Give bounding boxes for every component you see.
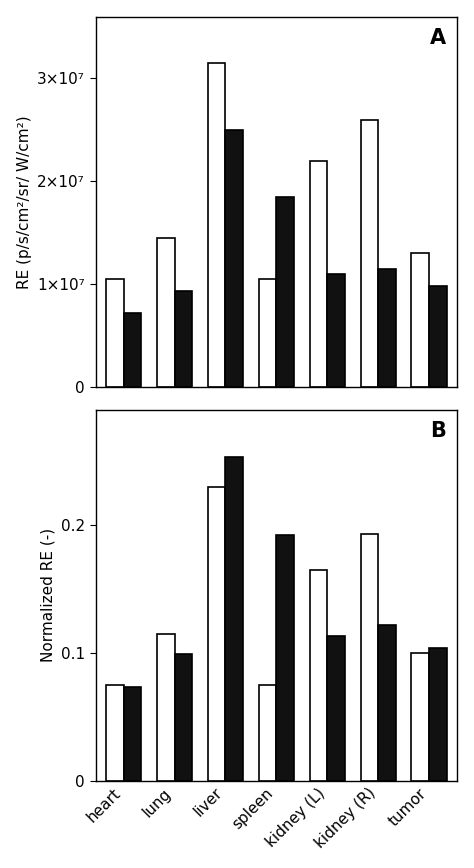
Bar (259, 279, 276, 387)
Bar (106, 279, 124, 387)
Bar (378, 269, 396, 387)
Bar (226, 457, 243, 780)
Y-axis label: Normalized RE (-): Normalized RE (-) (40, 529, 55, 662)
Y-axis label: RE (p/s/cm²/sr/ W/cm²): RE (p/s/cm²/sr/ W/cm²) (17, 115, 32, 289)
Bar (276, 536, 294, 780)
Bar (157, 634, 174, 780)
Bar (276, 197, 294, 387)
Text: A: A (430, 28, 447, 48)
Bar (361, 534, 378, 780)
Text: B: B (430, 421, 447, 441)
Bar (157, 238, 174, 387)
Bar (328, 636, 345, 780)
Bar (124, 687, 141, 780)
Bar (378, 625, 396, 780)
Bar (429, 648, 447, 780)
Bar (310, 161, 328, 387)
Bar (259, 685, 276, 780)
Bar (429, 286, 447, 387)
Bar (174, 292, 192, 387)
Bar (174, 654, 192, 780)
Bar (411, 653, 429, 780)
Bar (208, 487, 226, 780)
Bar (361, 120, 378, 387)
Bar (328, 274, 345, 387)
Bar (226, 130, 243, 387)
Bar (310, 569, 328, 780)
Bar (106, 685, 124, 780)
Bar (411, 253, 429, 387)
Bar (208, 63, 226, 387)
Bar (124, 313, 141, 387)
